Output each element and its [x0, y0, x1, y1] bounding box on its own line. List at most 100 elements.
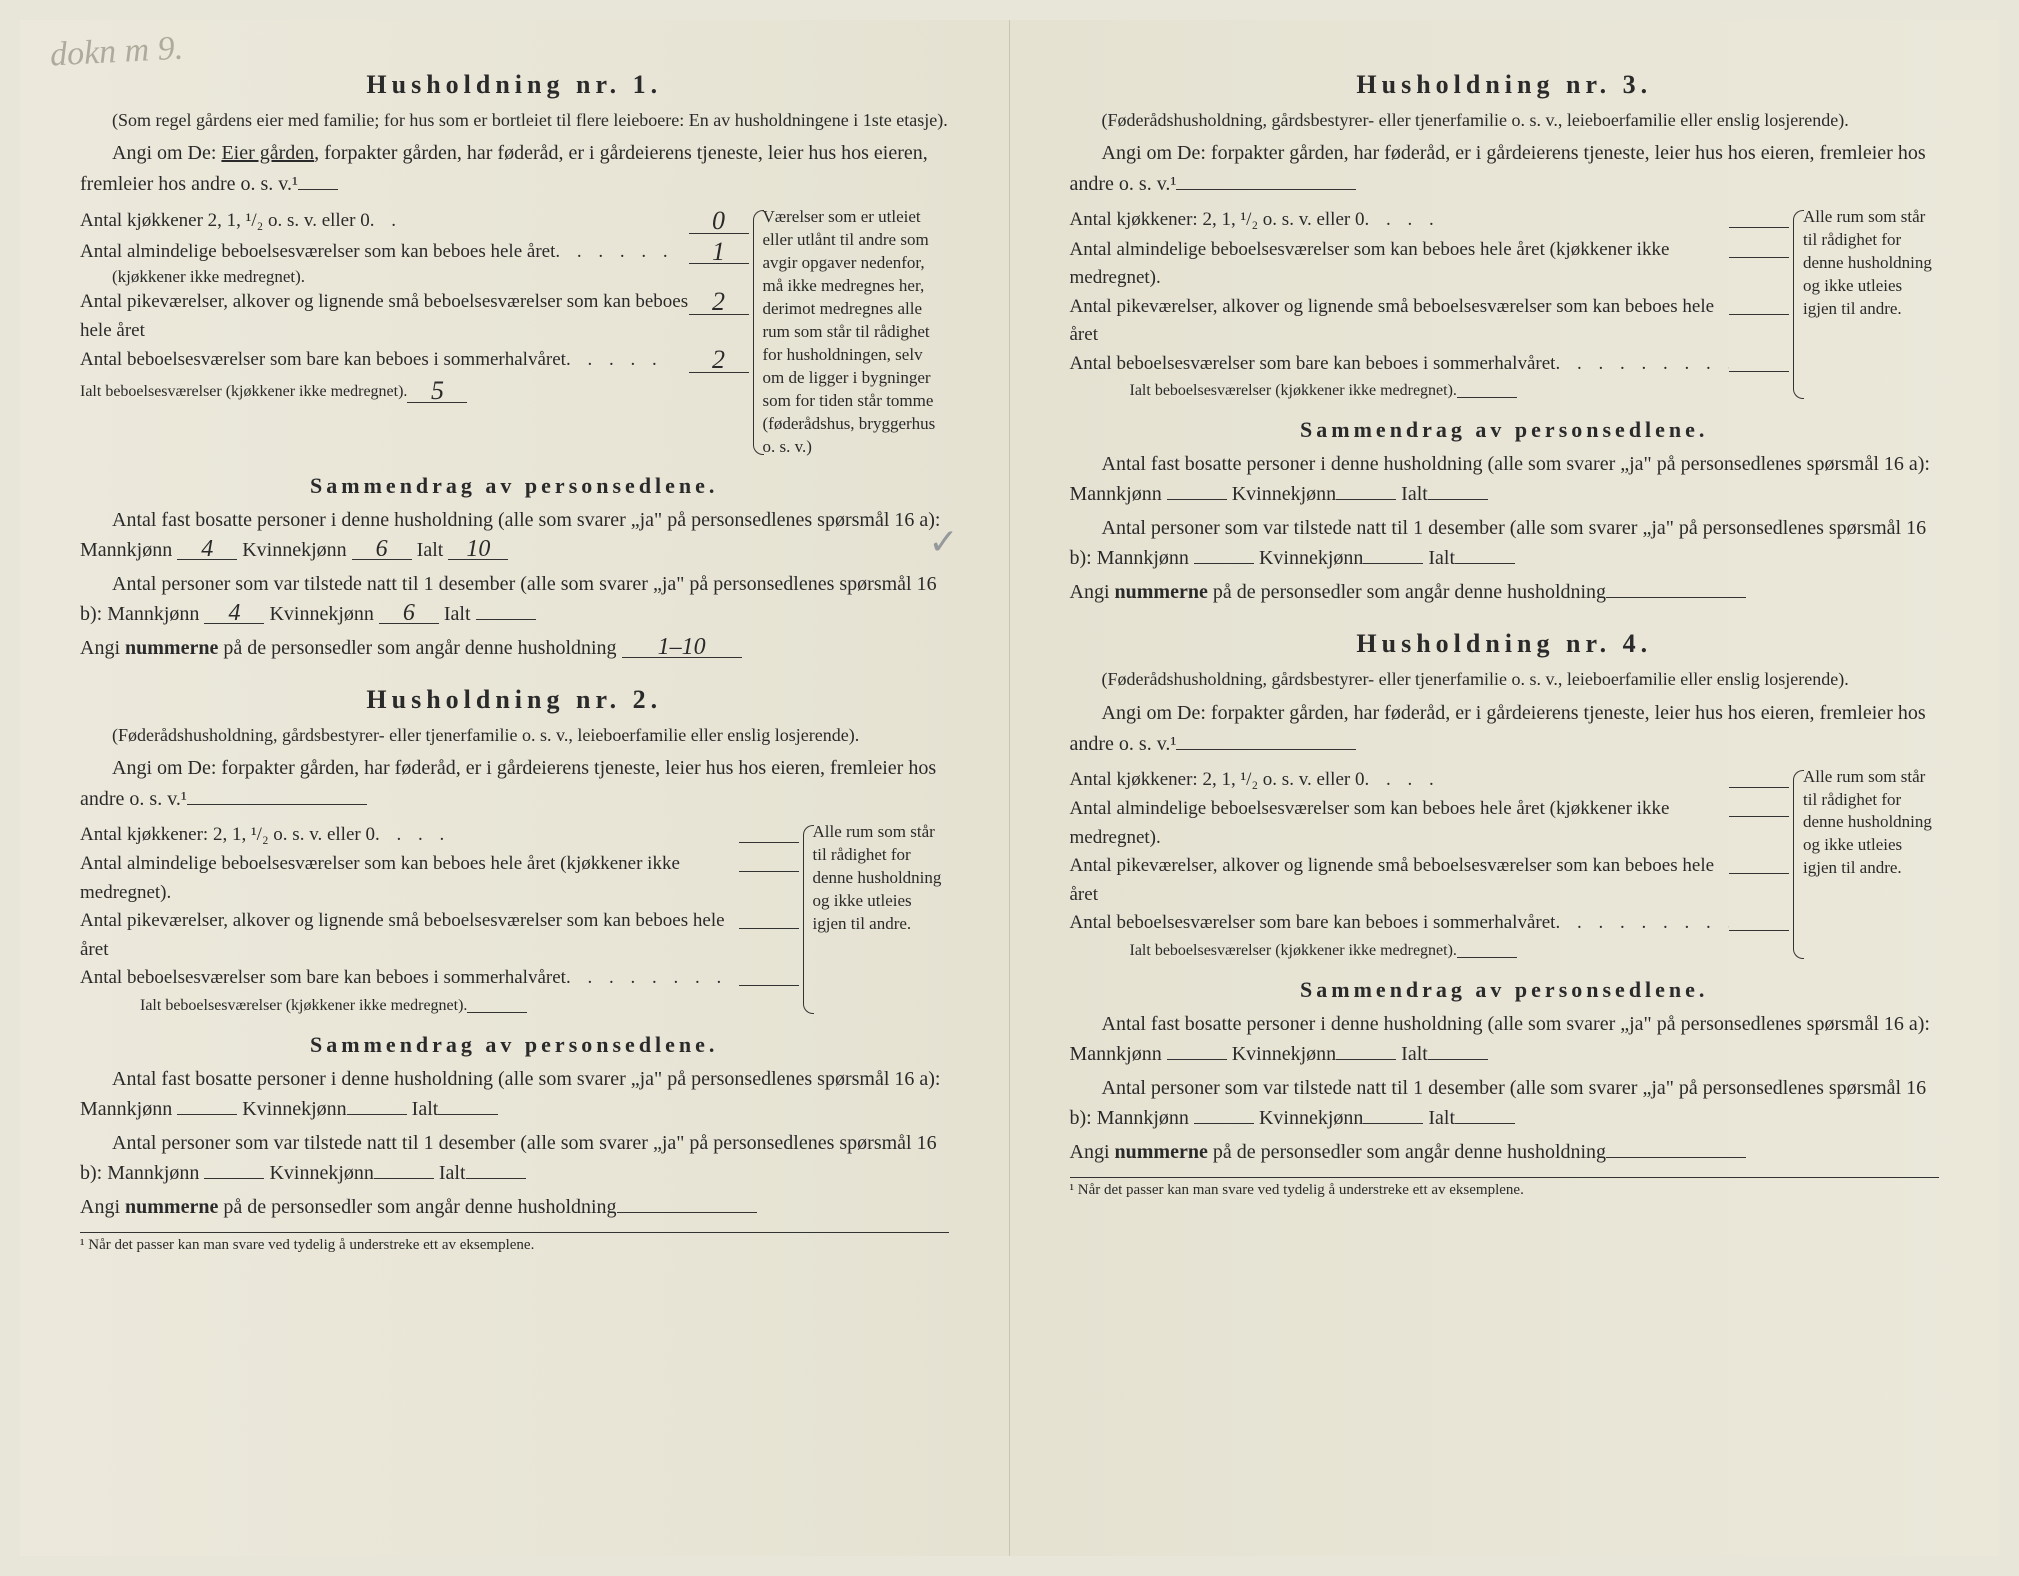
ia: Ialt — [1423, 1107, 1455, 1129]
h3-k1 — [1336, 499, 1396, 500]
household-3-sidenote: Alle rum som står til rådighet for denne… — [1789, 206, 1939, 403]
household-2-angi: Angi om De: forpakter gården, har føderå… — [80, 753, 949, 815]
h4-i2 — [1455, 1123, 1515, 1124]
row-smallrooms: Antal pikeværelser, alkover og lignende … — [80, 287, 749, 345]
h4-row5: Ialt beboelsesværelser (kjøkkener ikke m… — [1070, 939, 1790, 963]
h2-row5: Ialt beboelsesværelser (kjøkkener ikke m… — [80, 994, 799, 1018]
dots: . . . . . . . . . . . . . — [1555, 350, 1729, 380]
h3-row4: Antal beboelsesværelser som bare kan beb… — [1070, 350, 1790, 380]
dots: . . . . . — [566, 346, 689, 376]
summary-2b: Antal personer som var tilstede natt til… — [80, 1128, 949, 1188]
h3-i1 — [1428, 499, 1488, 500]
h2-k2 — [374, 1178, 434, 1179]
h3r4v — [1729, 371, 1789, 372]
household-3-summary-title: Sammendrag av personsedlene. — [1070, 417, 1940, 443]
angi-underlined: Eier gården — [221, 142, 314, 164]
h4r3v — [1729, 873, 1789, 874]
h3-m1 — [1167, 499, 1227, 500]
h2r3: Antal pikeværelser, alkover og lignende … — [80, 907, 739, 964]
h4r5: Ialt beboelsesværelser (kjøkkener ikke m… — [1070, 939, 1457, 963]
p1a4: Antal fast bosatte personer i denne hush… — [1070, 1013, 1931, 1065]
summary-3b: Antal personer som var tilstede natt til… — [1070, 513, 1940, 573]
row4-label: Antal beboelsesværelser som bare kan beb… — [80, 346, 566, 375]
row-rooms: Antal almindelige beboelsesværelser som … — [80, 237, 749, 268]
household-3-title: Husholdning nr. 3. — [1070, 70, 1940, 100]
kv: Kvinnekjønn — [264, 1162, 373, 1184]
kv: Kvinnekjønn — [1227, 483, 1336, 505]
h4-row4: Antal beboelsesværelser som bare kan beb… — [1070, 909, 1790, 939]
h4-m1 — [1167, 1059, 1227, 1060]
row-total: Ialt beboelsesværelser (kjøkkener ikke m… — [80, 376, 749, 404]
dots: . . — [370, 207, 689, 237]
h2-k1 — [347, 1114, 407, 1115]
household-2-summary-title: Sammendrag av personsedlene. — [80, 1032, 949, 1058]
summary-4b: Antal personer som var tilstede natt til… — [1070, 1073, 1940, 1133]
household-3-angi: Angi om De: forpakter gården, har føderå… — [1070, 138, 1940, 200]
h4r5v — [1457, 957, 1517, 958]
nummerne: nummerne — [1115, 581, 1208, 603]
h3-row2: Antal almindelige beboelsesværelser som … — [1070, 236, 1790, 293]
h2r3v — [739, 928, 799, 929]
nummerne: nummerne — [125, 637, 218, 659]
row2-label: Antal almindelige beboelsesværelser som … — [80, 238, 555, 267]
row3-value: 2 — [689, 290, 749, 314]
angi-prefix: Angi om De: — [112, 142, 221, 164]
h4r4: Antal beboelsesværelser som bare kan beb… — [1070, 909, 1556, 938]
kvinne-label: Kvinnekjønn — [242, 539, 346, 561]
p3-value: 1–10 — [622, 638, 742, 658]
dots: . . . . — [1364, 206, 1729, 236]
summary-4a: Antal fast bosatte personer i denne hush… — [1070, 1009, 1940, 1069]
kv: Kvinnekjønn — [1227, 1043, 1336, 1065]
h2-row1: Antal kjøkkener: 2, 1, ¹/₂ o. s. v. elle… — [80, 821, 799, 851]
ialt-label: Ialt — [444, 603, 471, 625]
summary-4c: Angi nummerne på de personsedler som ang… — [1070, 1137, 1940, 1167]
h4r4v — [1729, 930, 1789, 931]
footnote-right: ¹ Når det passer kan man svare ved tydel… — [1070, 1177, 1940, 1199]
h2-m1 — [177, 1114, 237, 1115]
h2-row3: Antal pikeværelser, alkover og lignende … — [80, 907, 799, 964]
household-4-title: Husholdning nr. 4. — [1070, 629, 1940, 659]
dots: . . . . . . . . . . . . . — [566, 964, 739, 994]
ia: Ialt — [1396, 1043, 1428, 1065]
angi3-blank — [1176, 170, 1356, 190]
p2a4: Antal personer som var tilstede natt til… — [1070, 1077, 1927, 1129]
footnote-left: ¹ Når det passer kan man svare ved tydel… — [80, 1232, 949, 1254]
h2r1: Antal kjøkkener: 2, 1, ¹/₂ o. s. v. elle… — [80, 821, 375, 850]
summary-1b: Antal personer som var tilstede natt til… — [80, 569, 949, 629]
household-3-note: (Føderådshusholdning, gårdsbestyrer- ell… — [1070, 108, 1940, 132]
summary-1a: Antal fast bosatte personer i denne hush… — [80, 505, 949, 565]
h4r2v — [1729, 816, 1789, 817]
rows-left-3: Antal kjøkkener: 2, 1, ¹/₂ o. s. v. elle… — [1070, 206, 1790, 403]
h2r4v — [739, 985, 799, 986]
nummerne: nummerne — [125, 1196, 218, 1218]
h4r2: Antal almindelige beboelsesværelser som … — [1070, 795, 1730, 852]
h3r5v — [1457, 397, 1517, 398]
right-page: Husholdning nr. 3. (Føderådshusholdning,… — [1010, 20, 2000, 1556]
h2r5v — [467, 1012, 527, 1013]
h4-row3: Antal pikeværelser, alkover og lignende … — [1070, 852, 1790, 909]
h3r1v — [1729, 227, 1789, 228]
household-1-rows: Antal kjøkkener 2, 1, ¹/₂ o. s. v. eller… — [80, 206, 949, 458]
household-1-note: (Som regel gårdens eier med familie; for… — [80, 108, 949, 132]
h4-i1 — [1428, 1059, 1488, 1060]
p2-kvinne: 6 — [379, 604, 439, 624]
h2-row4: Antal beboelsesværelser som bare kan beb… — [80, 964, 799, 994]
h3r2: Antal almindelige beboelsesværelser som … — [1070, 236, 1730, 293]
household-4-angi: Angi om De: forpakter gården, har føderå… — [1070, 698, 1940, 760]
h3r5: Ialt beboelsesværelser (kjøkkener ikke m… — [1070, 379, 1457, 403]
household-4-summary-title: Sammendrag av personsedlene. — [1070, 977, 1940, 1003]
p2a2: Antal personer som var tilstede natt til… — [80, 1132, 937, 1184]
kv: Kvinnekjønn — [1254, 1107, 1363, 1129]
h3-k2 — [1363, 563, 1423, 564]
angi2-blank — [187, 785, 367, 805]
ia: Ialt — [1423, 547, 1455, 569]
p2a3: Antal personer som var tilstede natt til… — [1070, 517, 1927, 569]
row5-label: Ialt beboelsesværelser (kjøkkener ikke m… — [80, 380, 407, 404]
p1-ialt: 10 — [448, 540, 508, 560]
household-4-sidenote: Alle rum som står til rådighet for denne… — [1789, 766, 1939, 963]
household-1-summary-title: Sammendrag av personsedlene. — [80, 473, 949, 499]
household-4-rows: Antal kjøkkener: 2, 1, ¹/₂ o. s. v. elle… — [1070, 766, 1940, 963]
household-2-sidenote: Alle rum som står til rådighet for denne… — [799, 821, 949, 1018]
h2r2v — [739, 871, 799, 872]
angi-blank — [298, 170, 338, 190]
